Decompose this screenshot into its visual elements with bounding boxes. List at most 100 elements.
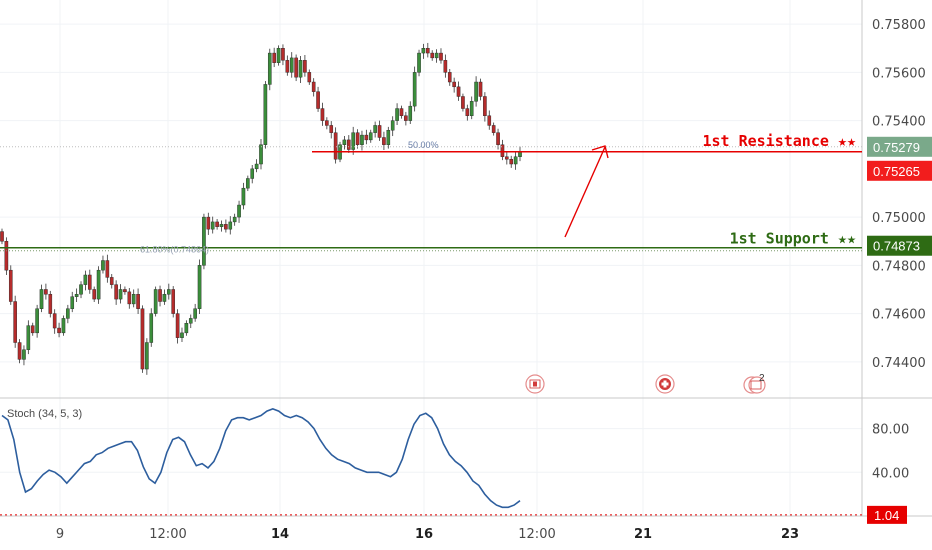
candle-body — [162, 294, 167, 302]
resistance-label: 1st Resistance ★★ — [702, 132, 856, 150]
candle-body — [105, 260, 110, 278]
svg-text:0.74873: 0.74873 — [873, 239, 920, 254]
candle-body — [246, 178, 250, 189]
candle-body — [131, 294, 136, 305]
svg-text:1.04: 1.04 — [874, 508, 899, 523]
candle-body — [447, 72, 452, 83]
candle-body — [193, 308, 197, 319]
event-icon-swiss-flag[interactable] — [655, 374, 675, 394]
stoch-current-badge: 1.04 — [867, 505, 907, 524]
candle-body — [74, 294, 79, 297]
candle-body — [395, 108, 399, 121]
candle-body — [136, 294, 140, 309]
candle-body — [87, 274, 92, 290]
candle-body — [373, 125, 377, 133]
candle-body — [184, 323, 189, 334]
candle-body — [267, 52, 272, 85]
svg-text:0.75265: 0.75265 — [873, 164, 920, 179]
price-tick-label: 0.74400 — [872, 356, 926, 371]
candle-body — [276, 48, 281, 63]
candle-body — [272, 52, 276, 63]
candle-body — [316, 91, 320, 109]
time-tick-label: 14 — [271, 527, 289, 542]
candle-body — [35, 308, 39, 334]
candle-body — [44, 289, 48, 295]
candle-body — [202, 216, 206, 266]
candle-body — [474, 81, 478, 102]
candle-body — [496, 132, 500, 145]
price-tick-label: 0.74800 — [872, 259, 926, 274]
candle-body — [250, 168, 255, 179]
price-tick-label: 0.75600 — [872, 66, 926, 81]
candle-body — [26, 325, 31, 350]
event-icon-canada-flag[interactable] — [525, 374, 545, 394]
support-label: 1st Support ★★ — [730, 230, 856, 248]
candle-body — [505, 156, 509, 160]
candle-body — [167, 289, 171, 295]
candle-body — [101, 260, 105, 271]
candle-body — [452, 81, 456, 88]
stoch-tick-label: 80.00 — [872, 423, 909, 438]
candle-body — [263, 84, 268, 145]
event-icon-multi-flag[interactable]: 2 — [743, 373, 766, 394]
candle-body — [368, 132, 373, 141]
candle-body — [509, 158, 514, 165]
candle-body — [377, 125, 382, 138]
fib-618-label: 61.80%(0.74864) — [140, 245, 209, 255]
price-axis: 0.75800 0.75600 0.75400 0.75000 0.74800 0.746… — [872, 18, 926, 371]
time-tick-label: 9 — [56, 527, 64, 542]
price-tick-label: 0.75400 — [872, 115, 926, 130]
candle-body — [355, 132, 360, 145]
price-tick-label: 0.75800 — [872, 18, 926, 33]
candle-body — [478, 81, 483, 97]
resistance-price-badge: 0.75279 — [867, 136, 932, 157]
candle-body — [412, 72, 417, 107]
time-axis: 9 12:00 14 16 12:00 21 23 — [56, 527, 799, 542]
candle-body — [22, 349, 26, 360]
candle-body — [298, 60, 303, 78]
candle-body — [333, 132, 338, 160]
candle-body — [417, 52, 421, 73]
candle-body — [404, 115, 408, 121]
candle-body — [294, 57, 298, 78]
candle-body — [232, 216, 237, 223]
candle-body — [254, 163, 259, 170]
candle-body — [188, 318, 193, 324]
candle-body — [443, 60, 448, 73]
candle-body — [61, 318, 66, 334]
candle-body — [241, 187, 246, 206]
event-count: 2 — [759, 373, 765, 384]
stoch-axis: 80.00 40.00 — [872, 423, 909, 482]
candle-body — [66, 308, 70, 319]
candle-body — [430, 52, 435, 59]
candle-body — [175, 313, 180, 338]
candle-body — [390, 120, 395, 131]
candle-body — [206, 216, 211, 230]
candle-body — [224, 224, 228, 230]
candle-body — [4, 241, 9, 271]
candle-body — [149, 313, 154, 343]
candle-body — [123, 289, 127, 293]
candle-body — [114, 284, 118, 300]
candle-body — [215, 221, 219, 227]
candle-body — [434, 52, 439, 59]
candle-body — [518, 151, 522, 157]
candle-body — [500, 144, 505, 157]
candle-body — [228, 221, 233, 230]
candle-body — [289, 57, 294, 73]
candle-body — [17, 342, 22, 360]
candle-body — [158, 289, 162, 302]
candle-body — [39, 289, 44, 309]
candle-body — [346, 139, 351, 150]
candle-body — [140, 308, 145, 370]
candle-body — [386, 130, 391, 145]
price-tick-label: 0.74600 — [872, 308, 926, 323]
candle-body — [210, 221, 215, 230]
time-tick-label: 23 — [781, 527, 799, 542]
candle-body — [30, 325, 35, 334]
candle-body — [48, 294, 53, 314]
grid — [0, 0, 862, 516]
candle-body — [329, 125, 334, 133]
candle-body — [483, 96, 487, 116]
candle-body — [408, 105, 413, 121]
